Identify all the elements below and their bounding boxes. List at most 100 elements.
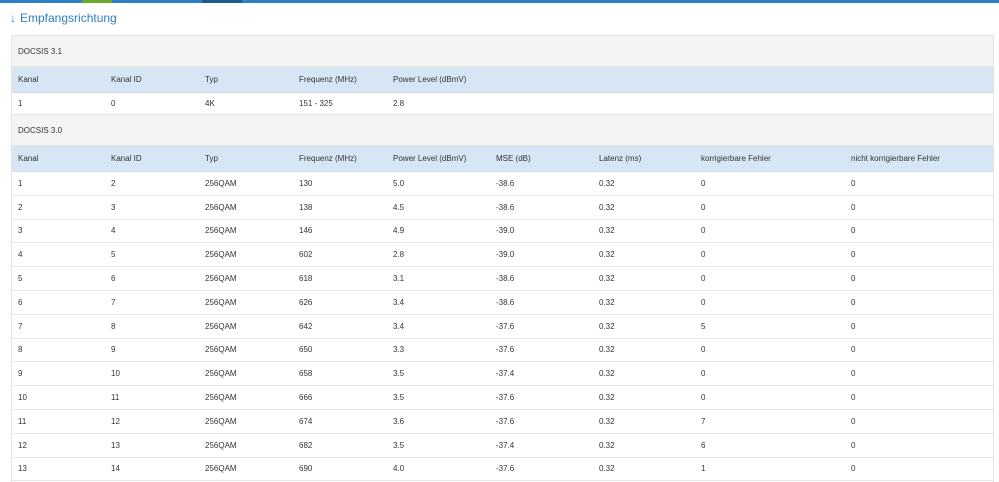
table-cell: 0	[701, 393, 706, 403]
table-cell: 0.32	[599, 369, 615, 379]
table-cell: 256QAM	[205, 464, 237, 474]
table-cell: 0.32	[599, 178, 615, 188]
table-cell: 0	[851, 345, 856, 355]
table-cell: 0	[851, 297, 856, 307]
column-header: Kanal	[18, 75, 39, 84]
table-cell: 6	[701, 440, 706, 450]
table-cell: 7	[18, 321, 23, 331]
table-row: 2 3 256QAM 138 4.5 -38.6 0.32 0 0	[12, 196, 993, 220]
table-cell: 7	[111, 297, 116, 307]
top-accent-bar	[0, 0, 999, 3]
table-cell: 256QAM	[205, 178, 237, 188]
table-cell: 6	[18, 297, 23, 307]
table-cell: 0	[701, 250, 706, 260]
table-cell: 256QAM	[205, 250, 237, 260]
column-header: MSE (dB)	[496, 154, 531, 163]
table-cell: 146	[299, 226, 313, 236]
table-cell: 4.9	[393, 226, 405, 236]
table-cell: 0	[701, 178, 706, 188]
table-cell: 4.0	[393, 464, 405, 474]
table-cell: 151 - 325	[299, 99, 333, 108]
table-cell: 674	[299, 416, 313, 426]
table-cell: 2.8	[393, 99, 405, 108]
table-cell: 0	[701, 226, 706, 236]
table-row: 1 2 256QAM 130 5.0 -38.6 0.32 0 0	[12, 172, 993, 196]
table-cell: 0	[851, 416, 856, 426]
table-row: 3 4 256QAM 146 4.9 -39.0 0.32 0 0	[12, 220, 993, 244]
table-cell: 5	[111, 250, 116, 260]
table-cell: -39.0	[496, 226, 515, 236]
table-cell: 618	[299, 274, 313, 284]
table-cell: 3.6	[393, 416, 405, 426]
table-cell: 3.3	[393, 345, 405, 355]
table-cell: 11	[18, 416, 27, 426]
table-cell: 642	[299, 321, 313, 331]
column-header: Power Level (dBmV)	[393, 154, 467, 163]
table-cell: 256QAM	[205, 226, 237, 236]
table-cell: 4	[111, 226, 116, 236]
table-cell: 658	[299, 369, 313, 379]
table-row: 13 14 256QAM 690 4.0 -37.6 0.32 1 0	[12, 458, 993, 482]
top-tab-indicator	[82, 0, 112, 3]
table-cell: 3.5	[393, 369, 405, 379]
table-row: 4 5 256QAM 602 2.8 -39.0 0.32 0 0	[12, 243, 993, 268]
column-header: Frequenz (MHz)	[299, 75, 357, 84]
section-heading[interactable]: ↓ Empfangsrichtung	[10, 11, 117, 25]
table-row: 6 7 256QAM 626 3.4 -38.6 0.32 0 0	[12, 291, 993, 315]
table-cell: 2.8	[393, 250, 405, 260]
table-cell: 12	[18, 440, 27, 450]
table-cell: 0	[851, 274, 856, 284]
table-cell: 3.1	[393, 274, 405, 284]
table-cell: 12	[111, 416, 120, 426]
table-cell: -37.4	[496, 369, 515, 379]
table-cell: 2	[18, 202, 23, 212]
table-cell: 256QAM	[205, 321, 237, 331]
docsis-31-header-row: Kanal Kanal ID Typ Frequenz (MHz) Power …	[12, 67, 993, 93]
section-heading-label: Empfangsrichtung	[20, 11, 117, 25]
table-cell: 0.32	[599, 393, 615, 403]
table-cell: -38.6	[496, 297, 515, 307]
table-cell: 11	[111, 393, 120, 403]
table-cell: 9	[18, 369, 23, 379]
column-header: korrigierbare Fehler	[701, 154, 771, 163]
column-header: Kanal	[18, 154, 39, 163]
table-cell: 0.32	[599, 226, 615, 236]
table-cell: 4.5	[393, 202, 405, 212]
table-cell: 256QAM	[205, 393, 237, 403]
column-header: Latenz (ms)	[599, 154, 642, 163]
column-header: Typ	[205, 154, 218, 163]
table-cell: 138	[299, 202, 313, 212]
table-cell: -37.6	[496, 321, 515, 331]
table-row: 12 13 256QAM 682 3.5 -37.4 0.32 6 0	[12, 434, 993, 458]
table-row: 7 8 256QAM 642 3.4 -37.6 0.32 5 0	[12, 315, 993, 339]
table-cell: 0	[701, 202, 706, 212]
table-cell: 0	[851, 226, 856, 236]
table-cell: 6	[111, 274, 116, 284]
column-header: Frequenz (MHz)	[299, 154, 357, 163]
table-cell: 0	[701, 274, 706, 284]
table-cell: 10	[18, 393, 27, 403]
table-cell: 5	[701, 321, 706, 331]
docsis-30-header-row: Kanal Kanal ID Typ Frequenz (MHz) Power …	[12, 146, 993, 172]
table-cell: -38.6	[496, 202, 515, 212]
table-cell: 256QAM	[205, 297, 237, 307]
table-cell: 3	[111, 202, 116, 212]
table-row: 1 0 4K 151 - 325 2.8	[12, 93, 993, 115]
table-cell: 0	[851, 178, 856, 188]
table-cell: 1	[18, 178, 23, 188]
docsis-31-title: DOCSIS 3.1	[12, 36, 993, 67]
table-cell: 3.4	[393, 321, 405, 331]
table-cell: 3.5	[393, 440, 405, 450]
docsis-30-rows: 1 2 256QAM 130 5.0 -38.6 0.32 0 0 2 3 256QAM 138 4.5-…	[12, 172, 993, 482]
table-cell: 0.32	[599, 250, 615, 260]
table-cell: 2	[111, 178, 116, 188]
table-row: 9 10 256QAM 658 3.5 -37.4 0.32 0 0	[12, 362, 993, 387]
table-cell: 4	[18, 250, 23, 260]
table-cell: 0.32	[599, 321, 615, 331]
table-cell: 256QAM	[205, 345, 237, 355]
table-cell: -38.6	[496, 178, 515, 188]
table-cell: 0.32	[599, 440, 615, 450]
table-cell: -38.6	[496, 274, 515, 284]
table-cell: 7	[701, 416, 706, 426]
table-cell: 130	[299, 178, 313, 188]
